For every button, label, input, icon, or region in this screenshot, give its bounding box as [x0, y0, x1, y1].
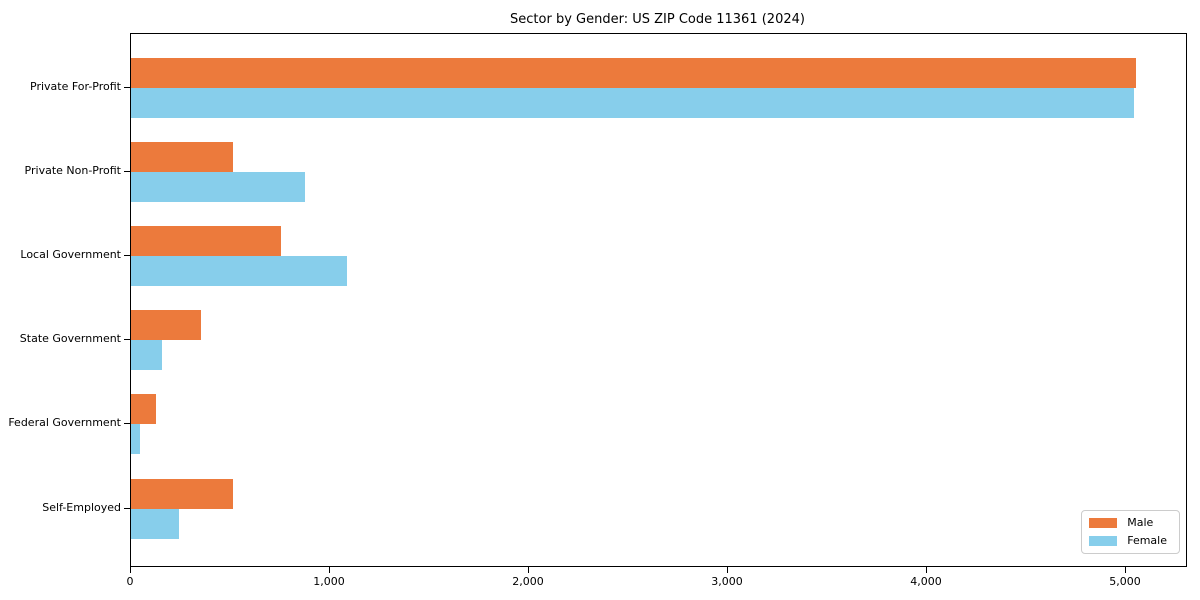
x-tick-mark [727, 567, 728, 573]
legend-label-male: Male [1127, 516, 1154, 529]
chart-title: Sector by Gender: US ZIP Code 11361 (202… [510, 12, 805, 27]
bar-male-3 [131, 310, 201, 340]
legend-entry-male: Male [1089, 517, 1167, 529]
x-tick-label: 2,000 [512, 575, 544, 588]
bar-female-1 [131, 172, 305, 202]
legend-label-female: Female [1127, 534, 1167, 547]
x-tick-mark [130, 567, 131, 573]
x-tick-mark [528, 567, 529, 573]
x-tick-mark [1125, 567, 1126, 573]
y-tick-mark [124, 508, 130, 509]
y-tick-label: Private For-Profit [30, 80, 121, 93]
bar-female-3 [131, 340, 162, 370]
y-tick-label: Self-Employed [42, 501, 121, 514]
y-tick-mark [124, 423, 130, 424]
x-tick-label: 0 [126, 575, 134, 588]
bar-female-4 [131, 424, 140, 454]
y-tick-mark [124, 255, 130, 256]
legend-entry-female: Female [1089, 535, 1167, 547]
bar-male-1 [131, 142, 233, 172]
y-tick-mark [124, 87, 130, 88]
bar-female-5 [131, 509, 179, 539]
bar-male-2 [131, 226, 281, 256]
x-tick-label: 5,000 [1109, 575, 1141, 588]
legend: Male Female [1081, 510, 1180, 554]
legend-swatch-female [1089, 536, 1118, 546]
legend-swatch-male [1089, 518, 1118, 528]
x-tick-mark [329, 567, 330, 573]
y-tick-mark [124, 339, 130, 340]
bar-male-5 [131, 479, 233, 509]
bar-male-4 [131, 394, 156, 424]
x-tick-mark [926, 567, 927, 573]
x-tick-label: 4,000 [910, 575, 942, 588]
y-tick-mark [124, 171, 130, 172]
y-tick-label: Federal Government [8, 416, 121, 429]
bar-female-0 [131, 88, 1134, 118]
y-tick-label: Local Government [20, 248, 121, 261]
bar-male-0 [131, 58, 1136, 88]
y-tick-label: State Government [19, 332, 121, 345]
plot-area: Male Female [130, 33, 1187, 567]
x-tick-label: 1,000 [313, 575, 345, 588]
x-tick-label: 3,000 [711, 575, 743, 588]
y-tick-label: Private Non-Profit [24, 164, 121, 177]
bar-female-2 [131, 256, 347, 286]
